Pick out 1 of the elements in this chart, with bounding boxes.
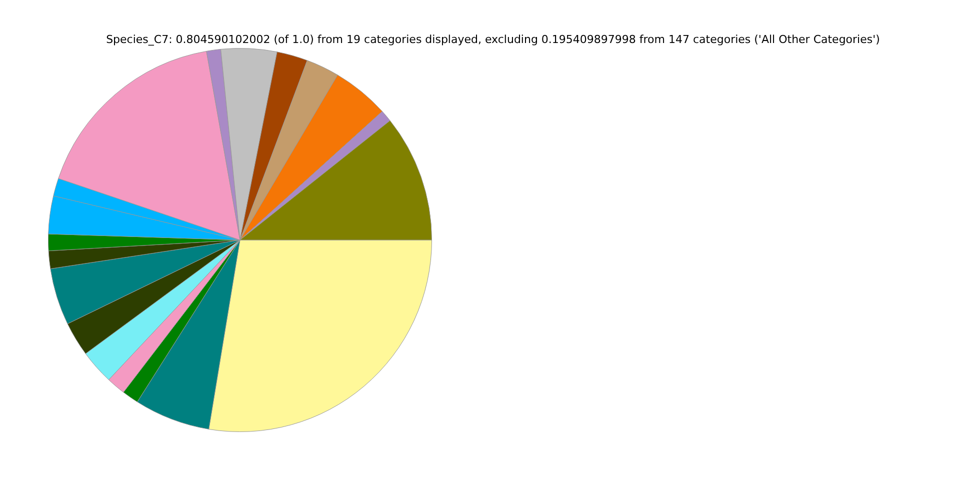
text: Species_C7: 0.804590102002 (of 1.0) from 19 categories displayed, excluding 0.195409897998 from 147 categories ('All Other Categories') (105, 33, 881, 46)
